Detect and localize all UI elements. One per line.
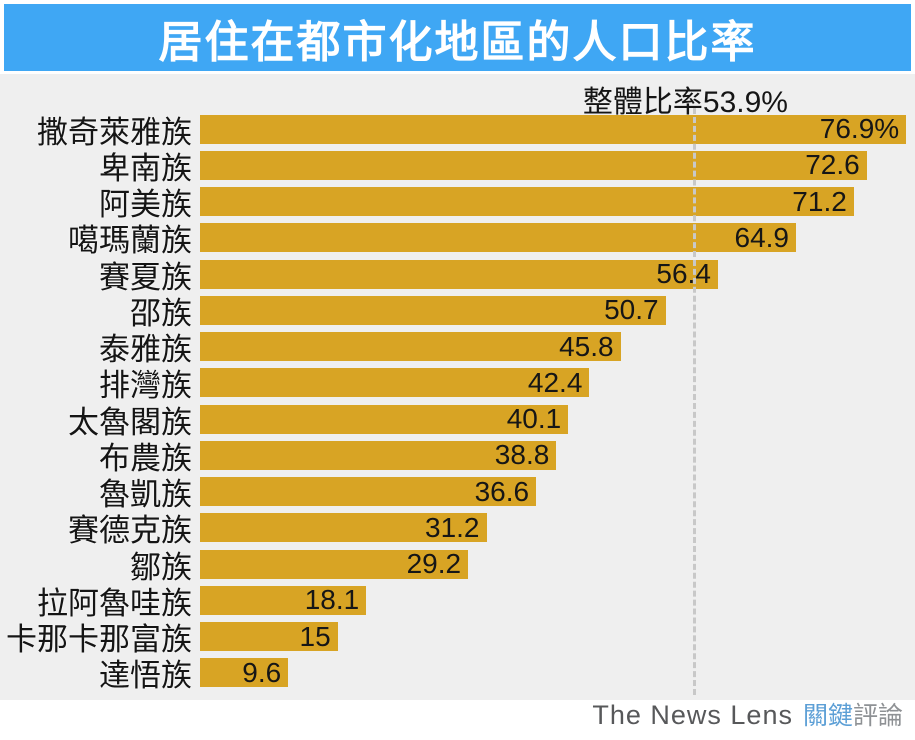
- reference-dashed-line: [693, 108, 696, 695]
- chart-row: 邵族 50.7: [0, 292, 915, 331]
- category-label: 賽德克族: [68, 513, 192, 549]
- bar: 72.6: [200, 149, 867, 181]
- bar: 56.4: [200, 258, 718, 290]
- bar-value-label: 71.2: [792, 185, 847, 217]
- bar: 40.1: [200, 403, 569, 435]
- category-label: 鄒族: [130, 549, 192, 585]
- category-label: 太魯閣族: [68, 404, 192, 440]
- bar: 29.2: [200, 548, 469, 580]
- bar: 45.8: [200, 330, 621, 362]
- chart-row: 鄒族 29.2: [0, 546, 915, 585]
- footer-logo-text-cjk: 關鍵評論: [803, 696, 903, 732]
- bar-rows-container: 撒奇萊雅族 76.9% 卑南族 72.6 阿美族 71.2 噶瑪蘭族 64.9 賽夏族 56.4 邵…: [0, 111, 915, 693]
- category-label: 卑南族: [99, 150, 192, 186]
- bar-value-label: 18.1: [304, 584, 360, 616]
- chart-row: 太魯閣族 40.1: [0, 401, 915, 440]
- overall-rate-label: 整體比率53.9%: [582, 86, 788, 119]
- bar-value-label: 76.9%: [819, 113, 900, 145]
- bar: 18.1: [200, 584, 367, 616]
- footer-logo-text-en: The News Lens: [592, 700, 793, 730]
- category-label: 達悟族: [99, 658, 192, 694]
- chart-row: 阿美族 71.2: [0, 184, 915, 222]
- category-label: 邵族: [130, 295, 192, 331]
- bar-value-label: 38.8: [494, 439, 550, 471]
- bar-value-label: 15: [299, 620, 331, 652]
- category-label: 排灣族: [99, 368, 192, 404]
- bar-value-label: 29.2: [406, 548, 462, 580]
- category-label: 魯凱族: [99, 477, 192, 513]
- bar: 36.6: [200, 475, 537, 507]
- bar-value-label: 42.4: [527, 366, 583, 398]
- bar-value-label: 45.8: [559, 330, 614, 362]
- bar: 38.8: [200, 439, 557, 471]
- chart-row: 噶瑪蘭族 64.9: [0, 220, 915, 258]
- footer-logo: The News Lens 關鍵評論: [592, 696, 903, 732]
- category-label: 泰雅族: [99, 332, 192, 368]
- category-label: 噶瑪蘭族: [68, 223, 192, 259]
- category-label: 撒奇萊雅族: [37, 114, 192, 150]
- bar: 42.4: [200, 366, 590, 398]
- chart-row: 魯凱族 36.6: [0, 474, 915, 512]
- chart-row: 卡那卡那富族 15: [0, 619, 915, 657]
- bar: 50.7: [200, 294, 666, 326]
- category-label: 卡那卡那富族: [6, 622, 192, 658]
- bar-value-label: 50.7: [604, 294, 659, 326]
- chart-row: 排灣族 42.4: [0, 365, 915, 403]
- category-label: 阿美族: [99, 187, 192, 223]
- bar-value-label: 40.1: [506, 403, 562, 435]
- bar: 64.9: [200, 221, 796, 253]
- chart-row: 泰雅族 45.8: [0, 329, 915, 367]
- footer-logo-cjk-secondary: 評論: [852, 702, 903, 730]
- bar-value-label: 36.6: [474, 475, 530, 507]
- title-banner: 居住在都市化地區的人口比率: [4, 4, 911, 71]
- bar-value-label: 64.9: [734, 221, 790, 253]
- chart-row: 卑南族 72.6: [0, 147, 915, 186]
- chart-row: 達悟族 9.6: [0, 655, 915, 693]
- footer-logo-cjk-primary: 關鍵: [802, 702, 853, 730]
- chart-title: 居住在都市化地區的人口比率: [158, 17, 757, 67]
- category-label: 拉阿魯哇族: [37, 585, 192, 621]
- chart-row: 撒奇萊雅族 76.9%: [0, 111, 915, 150]
- category-label: 賽夏族: [99, 259, 192, 295]
- bar: 15: [200, 620, 338, 652]
- chart-row: 賽夏族 56.4: [0, 256, 915, 295]
- bar: 9.6: [200, 656, 289, 688]
- chart-row: 賽德克族 31.2: [0, 510, 915, 548]
- category-label: 布農族: [99, 440, 192, 476]
- bar-value-label: 72.6: [805, 149, 860, 181]
- bar: 76.9%: [200, 113, 907, 145]
- bar-value-label: 31.2: [425, 511, 480, 543]
- chart-row: 拉阿魯哇族 18.1: [0, 582, 915, 621]
- bar: 71.2: [200, 185, 854, 217]
- bar-value-label: 9.6: [242, 656, 282, 688]
- chart-row: 布農族 38.8: [0, 437, 915, 476]
- bar: 31.2: [200, 511, 487, 543]
- bar-value-label: 56.4: [656, 258, 711, 290]
